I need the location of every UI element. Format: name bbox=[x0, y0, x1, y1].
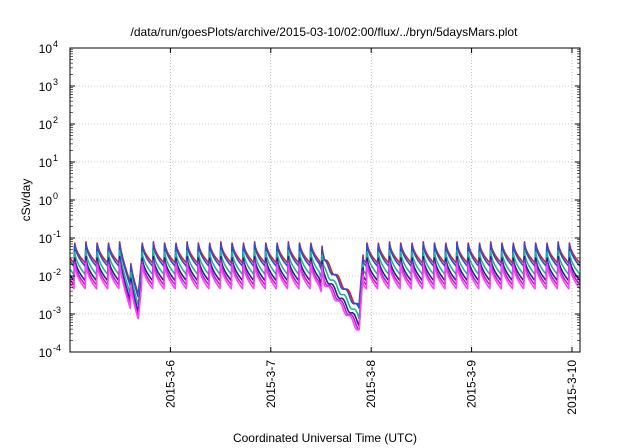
series-line bbox=[69, 262, 581, 331]
y-tick-label: 10 bbox=[39, 118, 53, 132]
y-tick-label: 10 bbox=[39, 194, 53, 208]
y-tick-exponent: -4 bbox=[53, 343, 61, 353]
y-tick-label: 10 bbox=[39, 80, 53, 94]
y-tick-exponent: -3 bbox=[53, 305, 61, 315]
y-tick-label: 10 bbox=[39, 42, 53, 56]
y-tick-label: 10 bbox=[39, 232, 53, 246]
y-axis-label: cSv/day bbox=[19, 179, 33, 222]
y-tick-label: 10 bbox=[39, 308, 53, 322]
chart-title: /data/run/goesPlots/archive/2015-03-10/0… bbox=[131, 25, 519, 39]
x-axis: 2015-3-6 2015-3-7 2015-3-8 2015-3-9 2015-3-1… bbox=[163, 48, 579, 415]
y-tick-exponent: 3 bbox=[53, 77, 58, 87]
y-tick-exponent: -2 bbox=[53, 267, 61, 277]
x-tick-label: 2015-3-6 bbox=[163, 360, 177, 408]
x-tick-label: 2015-3-7 bbox=[264, 360, 278, 408]
y-tick-exponent: -1 bbox=[53, 229, 61, 239]
y-tick-exponent: 4 bbox=[53, 39, 58, 49]
y-tick-label: 10 bbox=[39, 270, 53, 284]
series-line bbox=[69, 249, 581, 320]
y-tick-label: 10 bbox=[39, 346, 53, 360]
x-tick-label: 2015-3-10 bbox=[565, 360, 579, 415]
series-line bbox=[69, 242, 581, 310]
y-tick-exponent: 1 bbox=[53, 153, 58, 163]
x-tick-label: 2015-3-8 bbox=[364, 360, 378, 408]
y-tick-label: 10 bbox=[39, 156, 53, 170]
y-tick-exponent: 0 bbox=[53, 191, 58, 201]
y-tick-exponent: 2 bbox=[53, 115, 58, 125]
x-tick-label: 2015-3-9 bbox=[465, 360, 479, 408]
series-group bbox=[69, 241, 581, 331]
grid bbox=[70, 47, 580, 353]
x-axis-label: Coordinated Universal Time (UTC) bbox=[233, 431, 417, 445]
series-line bbox=[69, 255, 581, 327]
